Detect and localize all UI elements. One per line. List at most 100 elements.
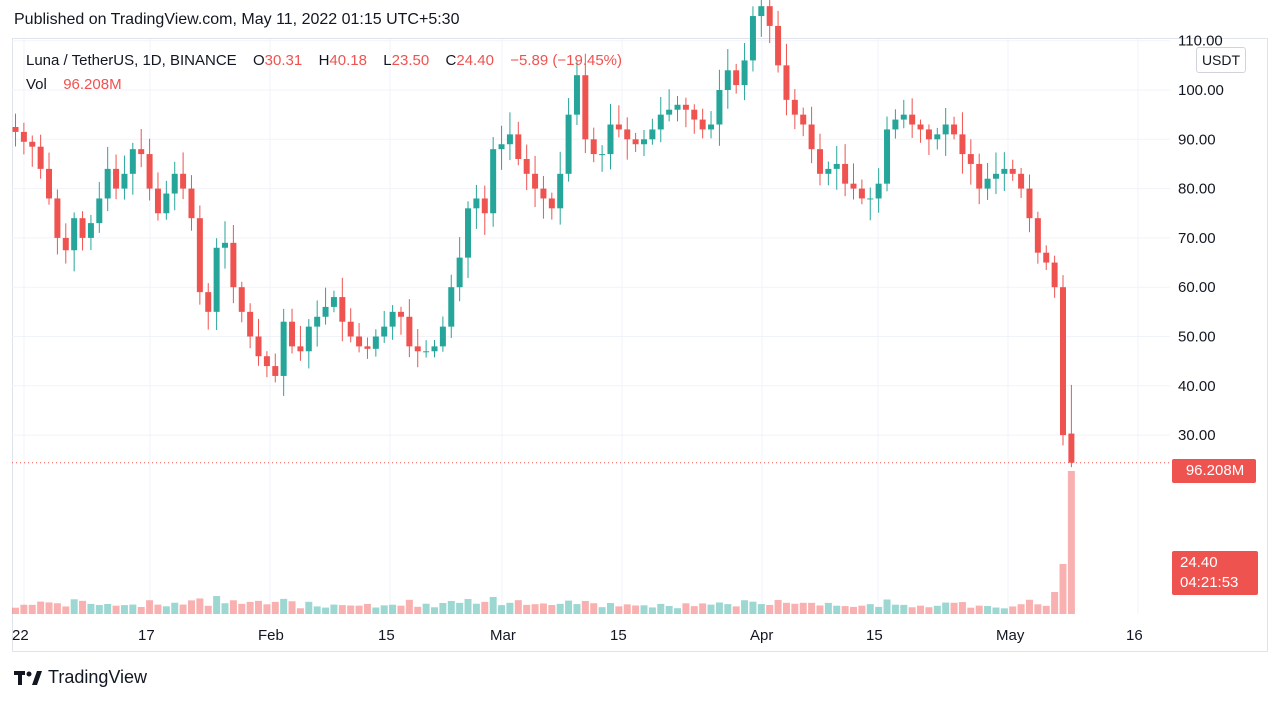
volume-bar — [514, 600, 522, 614]
candle-body — [87, 223, 94, 238]
volume-bar — [782, 602, 790, 614]
candle-body — [439, 326, 446, 347]
volume-bar — [20, 604, 28, 614]
legend-symbol[interactable]: Luna / TetherUS, 1D, BINANCE — [26, 52, 237, 69]
candle-body — [20, 131, 27, 142]
volume-bar — [221, 603, 229, 614]
candle-body — [356, 336, 363, 347]
candle-body — [280, 321, 287, 376]
candle-body — [741, 60, 748, 86]
candle-body — [113, 168, 120, 189]
candle-body — [238, 287, 245, 312]
candle-body — [557, 173, 564, 209]
candle-body — [213, 247, 220, 312]
candle-body — [289, 321, 296, 347]
legend-vol-label: Vol — [26, 76, 47, 93]
candle-body — [934, 134, 941, 140]
candle-body — [29, 141, 36, 147]
currency-unit-button[interactable]: USDT — [1196, 47, 1246, 73]
volume-bar — [875, 606, 883, 614]
tradingview-logo-icon — [14, 670, 42, 685]
volume-bar — [548, 604, 556, 614]
volume-bar — [925, 607, 933, 614]
candle-body — [414, 346, 421, 352]
time-axis-label: May — [996, 627, 1025, 644]
footer-brand[interactable]: TradingView — [14, 667, 147, 688]
candle-body — [1034, 218, 1041, 253]
candle-body — [154, 188, 161, 214]
candle-body — [255, 336, 262, 357]
candle-body — [783, 65, 790, 100]
candle-body — [180, 173, 187, 189]
volume-bar — [405, 599, 413, 614]
candle-body — [733, 70, 740, 86]
volume-bar — [883, 599, 891, 614]
volume-bar — [590, 603, 598, 614]
volume-bar — [1051, 592, 1059, 614]
volume-bar — [280, 598, 288, 614]
volume-bar — [908, 607, 916, 614]
volume-bar — [87, 603, 95, 614]
price-axis: 130.00120.00110.00100.0090.0080.0070.006… — [1178, 0, 1224, 444]
candle-body — [481, 198, 488, 214]
volume-bar — [196, 598, 204, 614]
candle-body — [951, 124, 958, 135]
time-axis-label: Apr — [750, 627, 773, 644]
volume-bar — [363, 603, 371, 614]
volume-bar — [523, 604, 531, 614]
volume-bar — [439, 602, 447, 614]
legend-change: −5.89 (−19.45%) — [510, 52, 623, 69]
volume-bar — [53, 603, 61, 614]
time-axis-label: 22 — [12, 627, 29, 644]
candle-body — [1060, 287, 1066, 436]
volume-bar — [690, 606, 698, 614]
volume-bar — [741, 600, 749, 614]
candle-body — [71, 218, 78, 251]
volume-bar — [732, 606, 740, 614]
candle-body — [775, 25, 782, 66]
legend-h-label: H — [318, 52, 330, 69]
volume-bar — [154, 604, 162, 614]
time-axis-label: Feb — [258, 627, 284, 644]
time-axis: 22 17 Feb 15 Mar 15 Apr 15 May 16 — [12, 627, 1143, 644]
candle-body — [532, 173, 539, 189]
volume-bar — [682, 603, 690, 614]
published-header: Published on TradingView.com, May 11, 20… — [14, 11, 460, 28]
volume-bar — [397, 605, 405, 614]
candle-body — [121, 173, 128, 189]
volume-bar — [573, 604, 581, 614]
volume-bar — [238, 603, 246, 614]
volume-bar — [615, 606, 623, 614]
candle-body — [641, 139, 647, 145]
legend-open: 30.31 — [264, 52, 303, 69]
volume-bar — [263, 604, 271, 614]
candle-body — [691, 109, 698, 120]
candle-body — [1043, 252, 1050, 263]
candle-body — [372, 336, 379, 349]
volume-bar — [707, 604, 715, 614]
volume-bar — [246, 601, 254, 614]
volume-bar — [498, 605, 506, 614]
candle-body — [163, 193, 170, 214]
candle-body — [196, 218, 203, 293]
candle-body — [37, 146, 44, 169]
volume-bar — [598, 607, 606, 614]
candle-body — [146, 154, 153, 189]
volume-bar — [313, 606, 321, 614]
volume-bar — [715, 602, 723, 614]
candle-body — [322, 306, 329, 317]
volume-bar — [917, 605, 925, 614]
volume-bar — [565, 600, 573, 614]
volume-bar — [699, 603, 707, 614]
candle-body — [967, 154, 974, 164]
chart-frame[interactable] — [12, 38, 1268, 652]
candle-body — [498, 144, 505, 150]
candle-body — [674, 104, 681, 110]
candle-body — [272, 366, 279, 376]
candle-body — [984, 178, 991, 189]
volume-bar — [229, 600, 237, 614]
volume-bar — [322, 607, 330, 614]
legend-close: 24.40 — [456, 52, 494, 69]
candle-body — [992, 173, 999, 179]
